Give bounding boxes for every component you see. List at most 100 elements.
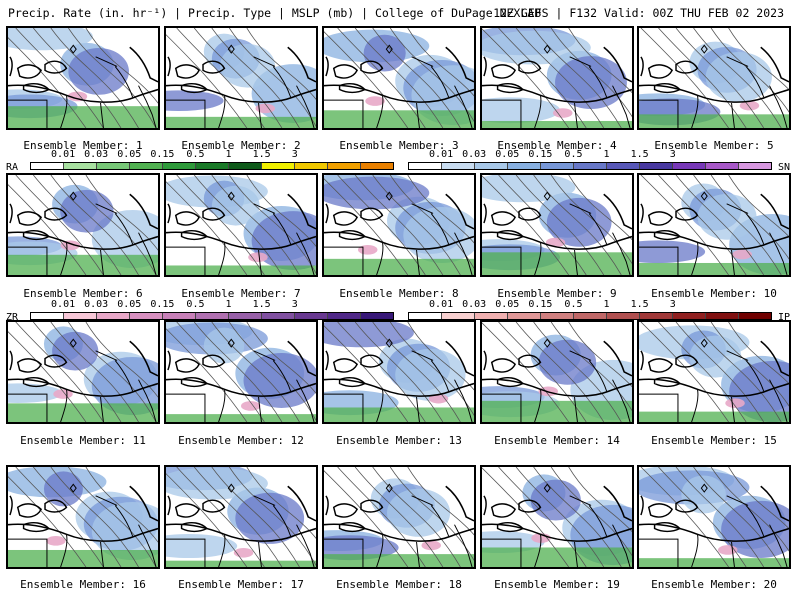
legend-swatch: [673, 313, 706, 319]
ensemble-panel-19: [480, 465, 634, 569]
legend-swatch: [229, 313, 262, 319]
legend-tick-label: 1.5: [630, 149, 649, 160]
legend-tick-label: 0.01: [429, 299, 454, 310]
legend-swatch: [640, 163, 673, 169]
ensemble-member-label: Ensemble Member: 2: [181, 139, 301, 152]
legend-swatch: [361, 163, 393, 169]
legend-code-sleet: IP: [778, 312, 791, 323]
ensemble-member-label: Ensemble Member: 11: [20, 434, 146, 447]
ensemble-member-label: Ensemble Member: 1: [23, 139, 143, 152]
legend-tick-label: 0.03: [462, 299, 487, 310]
ensemble-panel-18: [322, 465, 476, 569]
header-title: Precip. Rate (in. hr⁻¹) | Precip. Type |…: [8, 6, 542, 20]
ensemble-panel-9: [480, 173, 634, 277]
legend-swatch: [97, 313, 130, 319]
legend-tick-label: 0.01: [51, 149, 76, 160]
legend-row-rain-snow: RA 0.01 0.03 0.05 0.15 0.5 1 1.5 3 0.01 0.03 0.05…: [0, 149, 800, 175]
legend-tick-label: 0.15: [150, 299, 175, 310]
ensemble-member-label: Ensemble Member: 14: [494, 434, 620, 447]
legend-swatch: [409, 313, 442, 319]
legend-swatch: [541, 313, 574, 319]
ensemble-panel-4: [480, 26, 634, 130]
legend-code-freezing: ZR: [6, 312, 19, 323]
header-run-info: 12Z GEFS | F132 Valid: 00Z THU FEB 02 20…: [493, 6, 784, 20]
legend-tick-label: 0.5: [186, 149, 205, 160]
legend-tick-label: 0.03: [84, 299, 109, 310]
header: Precip. Rate (in. hr⁻¹) | Precip. Type |…: [0, 0, 800, 24]
ensemble-member-label: Ensemble Member: 16: [20, 578, 146, 591]
legend-swatch: [508, 163, 541, 169]
legend-tick-label: 3: [669, 149, 676, 160]
legend-tick-label: 1: [225, 149, 232, 160]
ensemble-panel-3: [322, 26, 476, 130]
legend-ticks-rain: 0.01 0.03 0.05 0.15 0.5 1 1.5 3: [30, 149, 394, 161]
legend-tick-label: 0.05: [117, 299, 142, 310]
ensemble-member-label: Ensemble Member: 20: [651, 578, 777, 591]
legend-tick-label: 0.03: [84, 149, 109, 160]
legend-swatch: [739, 163, 771, 169]
legend-swatch: [196, 163, 229, 169]
legend-tick-label: 0.05: [495, 149, 520, 160]
legend-ticks-freezing: 0.01 0.03 0.05 0.15 0.5 1 1.5 3: [30, 299, 394, 311]
ensemble-member-label: Ensemble Member: 4: [497, 139, 617, 152]
legend-ticks-sleet: 0.01 0.03 0.05 0.15 0.5 1 1.5 3: [408, 299, 772, 311]
ensemble-member-label: Ensemble Member: 7: [181, 287, 301, 300]
legend-swatch: [607, 163, 640, 169]
legend-ticks-snow: 0.01 0.03 0.05 0.15 0.5 1 1.5 3: [408, 149, 772, 161]
legend-swatch: [706, 313, 739, 319]
legend-swatch: [640, 313, 673, 319]
ensemble-member-label: Ensemble Member: 12: [178, 434, 304, 447]
legend-swatch: [739, 313, 771, 319]
legend-swatch: [574, 163, 607, 169]
legend-swatch: [409, 163, 442, 169]
legend-swatch: [97, 163, 130, 169]
ensemble-panel-8: [322, 173, 476, 277]
legend-swatch: [442, 313, 475, 319]
legend-swatch: [574, 313, 607, 319]
legend-tick-label: 0.05: [495, 299, 520, 310]
legend-swatch: [130, 313, 163, 319]
legend-bar-sleet: [408, 312, 772, 320]
legend-swatch: [361, 313, 393, 319]
legend-tick-label: 1.5: [252, 299, 271, 310]
legend-swatch: [229, 163, 262, 169]
ensemble-panel-20: [637, 465, 791, 569]
legend-swatch: [607, 313, 640, 319]
legend-swatch: [328, 313, 361, 319]
legend-tick-label: 0.15: [528, 149, 553, 160]
legend-swatch: [31, 163, 64, 169]
ensemble-panel-7: [164, 173, 318, 277]
legend-tick-label: 0.05: [117, 149, 142, 160]
legend-swatch: [130, 163, 163, 169]
legend-tick-label: 0.5: [564, 149, 583, 160]
legend-tick-label: 0.5: [186, 299, 205, 310]
legend-tick-label: 0.01: [51, 299, 76, 310]
legend-tick-label: 1.5: [630, 299, 649, 310]
legend-swatch: [163, 163, 196, 169]
ensemble-panel-15: [637, 320, 791, 424]
ensemble-panel-11: [6, 320, 160, 424]
legend-swatch: [706, 163, 739, 169]
legend-tick-label: 0.01: [429, 149, 454, 160]
legend-tick-label: 1: [603, 299, 610, 310]
legend-swatch: [442, 163, 475, 169]
legend-tick-label: 3: [669, 299, 676, 310]
legend-swatch: [31, 313, 64, 319]
legend-swatch: [262, 313, 295, 319]
legend-tick-label: 0.15: [150, 149, 175, 160]
legend-tick-label: 1.5: [252, 149, 271, 160]
ensemble-panel-14: [480, 320, 634, 424]
legend-swatch: [196, 313, 229, 319]
legend-bar-freezing: [30, 312, 394, 320]
ensemble-panel-13: [322, 320, 476, 424]
legend-swatch: [295, 313, 328, 319]
legend-swatch: [328, 163, 361, 169]
ensemble-panel-6: [6, 173, 160, 277]
ensemble-member-label: Ensemble Member: 8: [339, 287, 459, 300]
legend-swatch: [262, 163, 295, 169]
ensemble-member-label: Ensemble Member: 3: [339, 139, 459, 152]
ensemble-panel-17: [164, 465, 318, 569]
legend-tick-label: 0.03: [462, 149, 487, 160]
legend-swatch: [673, 163, 706, 169]
ensemble-member-label: Ensemble Member: 6: [23, 287, 143, 300]
